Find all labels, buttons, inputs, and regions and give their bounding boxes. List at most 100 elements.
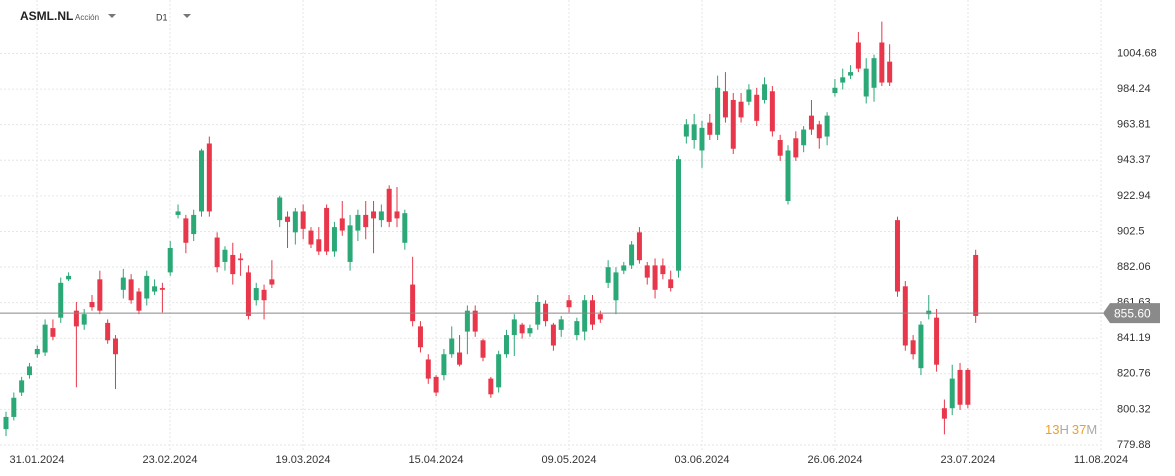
candle-body xyxy=(245,272,251,316)
candle-body xyxy=(965,369,971,405)
candle-body xyxy=(699,127,705,151)
countdown-hours-unit: H xyxy=(1059,422,1068,437)
candle-body xyxy=(136,291,142,311)
candle-body xyxy=(97,279,103,311)
candle-body xyxy=(902,286,908,346)
candle-body xyxy=(308,230,314,245)
candle-body xyxy=(206,143,212,212)
candle-body xyxy=(683,124,689,137)
countdown-minutes: 37 xyxy=(1072,422,1086,437)
candle-body xyxy=(425,359,431,379)
x-tick-label: 11.08.2024 xyxy=(1074,454,1128,466)
candle-body xyxy=(722,91,728,118)
candle-body xyxy=(527,328,533,334)
candle-body xyxy=(605,267,611,283)
candle-body xyxy=(855,42,861,69)
candle-body xyxy=(433,376,439,393)
y-tick-label: 882.06 xyxy=(1117,261,1151,273)
candle-body xyxy=(582,300,588,332)
candle-body xyxy=(339,218,345,231)
candle-body xyxy=(480,340,486,358)
candle-body xyxy=(879,42,885,83)
symbol[interactable]: ASML.NL xyxy=(20,9,73,23)
candle-body xyxy=(410,284,416,322)
candle-body xyxy=(816,124,822,139)
candle-body xyxy=(238,258,244,261)
y-tick-label: 779.88 xyxy=(1117,439,1151,451)
candle-body xyxy=(347,225,353,262)
candle-body xyxy=(402,213,408,243)
candle-body xyxy=(676,159,682,271)
candle-body xyxy=(66,275,72,280)
candle-body xyxy=(973,254,979,316)
candle-body xyxy=(840,77,846,83)
candle-body xyxy=(105,322,111,341)
symbol-dropdown[interactable] xyxy=(108,14,116,18)
y-tick-label: 943.37 xyxy=(1117,154,1151,166)
candle-body xyxy=(887,61,893,83)
grid xyxy=(0,0,1102,450)
candle-body xyxy=(621,265,627,271)
candle-body xyxy=(824,115,830,137)
timeframe-dropdown[interactable] xyxy=(183,14,191,18)
candle-body xyxy=(112,338,118,355)
candle-body xyxy=(355,214,361,231)
candle-body xyxy=(152,286,158,292)
candle-body xyxy=(918,324,924,369)
candle-body xyxy=(597,314,603,320)
countdown: 13H 37M xyxy=(1045,422,1097,437)
candle-body xyxy=(550,324,556,346)
candle-body xyxy=(230,254,236,275)
x-tick-label: 15.04.2024 xyxy=(408,454,463,466)
candle-body xyxy=(629,244,635,266)
candle-body xyxy=(746,89,752,102)
y-tick-label: 841.19 xyxy=(1117,332,1151,344)
candle-body xyxy=(363,214,369,228)
candle-body xyxy=(660,265,666,275)
candle-body xyxy=(292,211,298,233)
candle-body xyxy=(472,310,478,332)
candle-body xyxy=(26,366,32,376)
y-tick-label: 800.32 xyxy=(1117,403,1151,415)
candle-body xyxy=(183,218,189,243)
candle-body xyxy=(496,354,502,388)
candle-body xyxy=(590,300,595,325)
candle-body xyxy=(715,87,721,135)
candle-body xyxy=(285,216,291,222)
candle-body xyxy=(566,300,572,308)
candle-body xyxy=(261,289,267,301)
candle-body xyxy=(652,265,658,290)
candle-body xyxy=(394,211,400,219)
x-tick-label: 23.07.2024 xyxy=(940,454,995,466)
candle-body xyxy=(277,197,283,221)
timeframe[interactable]: D1 xyxy=(156,12,168,22)
candle-body xyxy=(128,279,134,301)
candle-body xyxy=(316,239,322,252)
candle-body xyxy=(785,150,791,201)
candle-body xyxy=(808,115,814,130)
candle-body xyxy=(81,314,87,325)
candle-body xyxy=(371,211,377,219)
candle-body xyxy=(519,324,525,334)
candle-body xyxy=(331,227,337,252)
candle-body xyxy=(488,378,494,395)
x-tick-label: 23.02.2024 xyxy=(142,454,197,466)
x-tick-label: 03.06.2024 xyxy=(674,454,729,466)
candle-body xyxy=(738,101,744,118)
candle-body xyxy=(762,84,768,100)
candle-body xyxy=(50,328,56,337)
candle-body xyxy=(558,319,564,330)
candle-body xyxy=(378,211,384,221)
candle-body xyxy=(707,122,713,135)
candles xyxy=(3,21,979,437)
candle-body xyxy=(324,207,330,252)
candle-body xyxy=(832,87,838,94)
candle-body xyxy=(730,99,736,149)
candle-body xyxy=(222,249,228,262)
candle-body xyxy=(613,272,619,301)
candle-body xyxy=(120,277,126,290)
candle-body xyxy=(417,326,423,348)
candle-body xyxy=(636,232,642,261)
candle-body xyxy=(449,338,455,355)
